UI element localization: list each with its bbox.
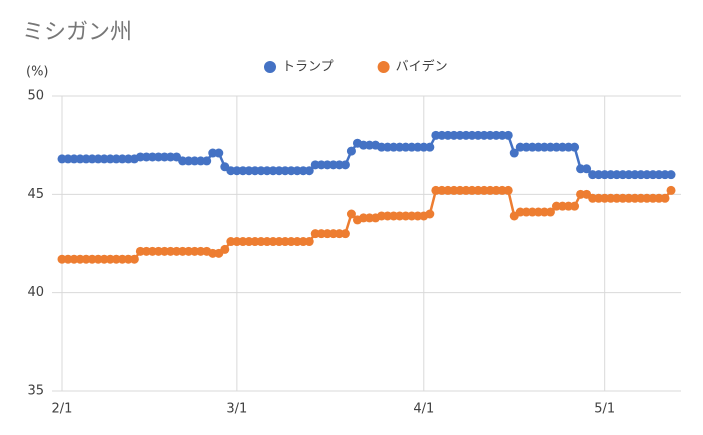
- data-point: [214, 148, 224, 158]
- data-point: [666, 185, 676, 195]
- x-tick-label: 5/1: [594, 402, 615, 417]
- legend-label: トランプ: [282, 60, 334, 75]
- data-point: [304, 166, 314, 176]
- data-point: [220, 244, 230, 254]
- y-tick-label: 45: [27, 187, 44, 202]
- data-point: [545, 207, 555, 217]
- legend-label: バイデン: [396, 59, 448, 75]
- legend-marker: [264, 61, 276, 73]
- data-point: [509, 148, 519, 158]
- x-tick-label: 2/1: [52, 402, 73, 417]
- y-tick-label: 50: [27, 89, 44, 104]
- data-point: [503, 185, 513, 195]
- data-point: [340, 160, 350, 170]
- legend-marker: [377, 61, 390, 73]
- data-point: [202, 156, 212, 166]
- data-point: [503, 130, 513, 140]
- data-point: [660, 193, 670, 203]
- y-tick-label: 40: [27, 285, 44, 300]
- data-point: [129, 254, 139, 264]
- data-point: [346, 209, 356, 219]
- data-point: [666, 170, 676, 180]
- chart-title: ミシガン州: [22, 20, 132, 45]
- data-point: [582, 164, 592, 174]
- data-point: [570, 201, 580, 211]
- data-point: [340, 229, 350, 239]
- x-tick-label: 4/1: [413, 402, 434, 417]
- y-tick-label: 35: [27, 384, 44, 399]
- y-axis-label: (%): [26, 65, 49, 80]
- data-point: [425, 209, 435, 219]
- data-point: [346, 146, 356, 156]
- x-tick-label: 3/1: [226, 402, 247, 417]
- data-point: [570, 142, 580, 152]
- data-point: [425, 142, 435, 152]
- data-point: [304, 237, 314, 247]
